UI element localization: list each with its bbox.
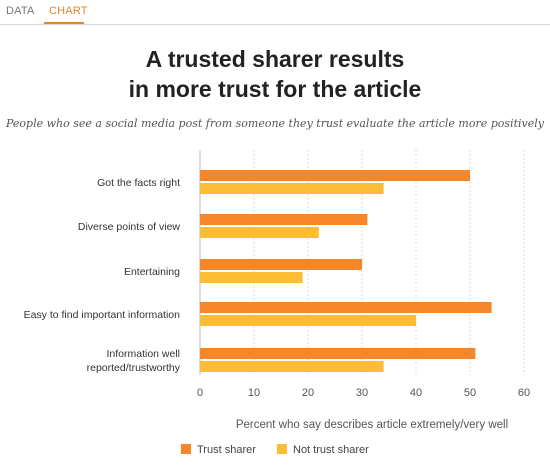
tab-bar: DATA CHART [0,0,550,25]
tab-data[interactable]: DATA [6,5,35,17]
bar-1-1 [200,227,319,238]
category-label-2: Entertaining [124,266,180,278]
chart-title: A trusted sharer results in more trust f… [0,44,550,104]
legend-swatch-trust-sharer [181,444,191,454]
bar-0-0 [200,170,470,181]
legend-item-not-trust-sharer: Not trust sharer [277,444,369,456]
x-tick-label-30: 30 [356,387,368,399]
bar-0-4 [200,348,476,359]
legend-label-not-trust-sharer: Not trust sharer [293,444,369,456]
x-tick-label-50: 50 [464,387,476,399]
category-label-4-line-1: reported/trustworthy [87,362,181,374]
x-tick-label-10: 10 [248,387,260,399]
chart-title-line-1: A trusted sharer results [145,46,405,72]
category-label-4-line-0: Information well [106,348,180,360]
legend-label-trust-sharer: Trust sharer [197,444,256,456]
tab-chart[interactable]: CHART [49,5,88,17]
category-label-1: Diverse points of view [78,221,181,233]
active-tab-indicator [44,22,84,24]
bar-0-1 [200,214,368,225]
bar-0-2 [200,259,362,270]
legend-swatch-not-trust-sharer [277,444,287,454]
bar-1-3 [200,315,416,326]
bar-chart: Got the facts right Diverse points of vie… [24,150,530,431]
x-axis-label: Percent who say describes article extrem… [236,419,508,431]
category-label-3: Easy to find important information [24,309,181,321]
chart-subtitle: People who see a social media post from … [6,117,544,130]
bar-0-3 [200,302,492,313]
x-tick-label-0: 0 [197,387,203,399]
x-tick-label-60: 60 [518,387,530,399]
bar-1-0 [200,183,384,194]
chart-title-line-2: in more trust for the article [128,76,422,102]
x-tick-label-40: 40 [410,387,422,399]
bar-1-2 [200,272,303,283]
bar-1-4 [200,361,384,372]
category-label-0: Got the facts right [97,177,180,189]
legend-item-trust-sharer: Trust sharer [181,444,256,456]
x-tick-label-20: 20 [302,387,314,399]
